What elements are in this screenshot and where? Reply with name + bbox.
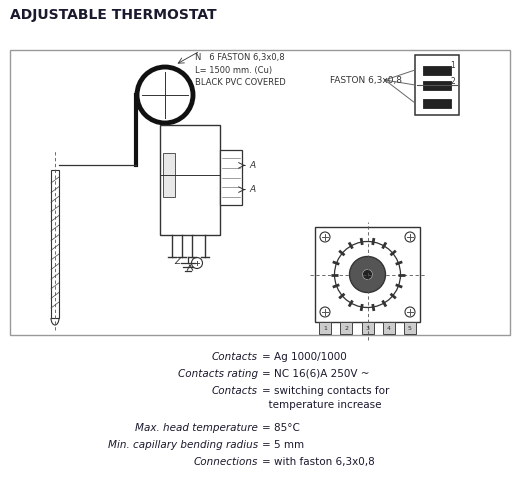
- Text: Z: Z: [174, 256, 180, 265]
- Bar: [404, 322, 416, 334]
- Text: A: A: [249, 185, 255, 194]
- Circle shape: [405, 232, 415, 242]
- Text: Contacts: Contacts: [212, 386, 258, 396]
- Text: = 5 mm: = 5 mm: [262, 440, 304, 450]
- Text: A: A: [249, 161, 255, 170]
- Text: = NC 16(6)A 250V ~: = NC 16(6)A 250V ~: [262, 369, 369, 379]
- Text: 1: 1: [323, 325, 327, 331]
- Bar: [220, 150, 242, 205]
- Text: Connections: Connections: [194, 457, 258, 467]
- Circle shape: [320, 307, 330, 317]
- Text: 1: 1: [450, 60, 455, 70]
- Bar: [362, 322, 374, 334]
- Text: 3: 3: [366, 325, 369, 331]
- Text: N   6 FASTON 6,3x0,8
L= 1500 mm. (Cu)
BLACK PVC COVERED: N 6 FASTON 6,3x0,8 L= 1500 mm. (Cu) BLAC…: [195, 53, 286, 87]
- Text: ADJUSTABLE THERMOSTAT: ADJUSTABLE THERMOSTAT: [10, 8, 217, 22]
- Bar: [315, 227, 420, 322]
- Circle shape: [350, 256, 386, 292]
- Bar: [163, 153, 175, 196]
- Bar: [160, 125, 220, 235]
- Bar: [340, 322, 352, 334]
- Bar: [423, 99, 451, 108]
- Bar: [383, 322, 395, 334]
- Circle shape: [320, 232, 330, 242]
- Circle shape: [363, 269, 373, 279]
- Text: FASTON 6,3x0,8: FASTON 6,3x0,8: [330, 75, 402, 84]
- Text: Min. capillary bending radius: Min. capillary bending radius: [108, 440, 258, 450]
- Bar: [423, 81, 451, 90]
- Bar: [51, 170, 59, 318]
- Text: 4: 4: [387, 325, 391, 331]
- Text: Contacts rating: Contacts rating: [178, 369, 258, 379]
- Circle shape: [405, 307, 415, 317]
- Text: Contacts: Contacts: [212, 352, 258, 362]
- Text: Max. head temperature: Max. head temperature: [135, 423, 258, 433]
- Circle shape: [334, 241, 401, 308]
- Text: = switching contacts for: = switching contacts for: [262, 386, 389, 396]
- Text: temperature increase: temperature increase: [262, 400, 381, 410]
- Text: 2: 2: [450, 77, 455, 86]
- Text: = 85°C: = 85°C: [262, 423, 300, 433]
- Bar: [423, 66, 451, 75]
- Bar: [10, 50, 510, 335]
- Bar: [319, 322, 331, 334]
- Text: = with faston 6,3x0,8: = with faston 6,3x0,8: [262, 457, 375, 467]
- Text: 5: 5: [408, 325, 412, 331]
- Text: = Ag 1000/1000: = Ag 1000/1000: [262, 352, 347, 362]
- Text: 2: 2: [344, 325, 348, 331]
- Bar: [415, 55, 459, 115]
